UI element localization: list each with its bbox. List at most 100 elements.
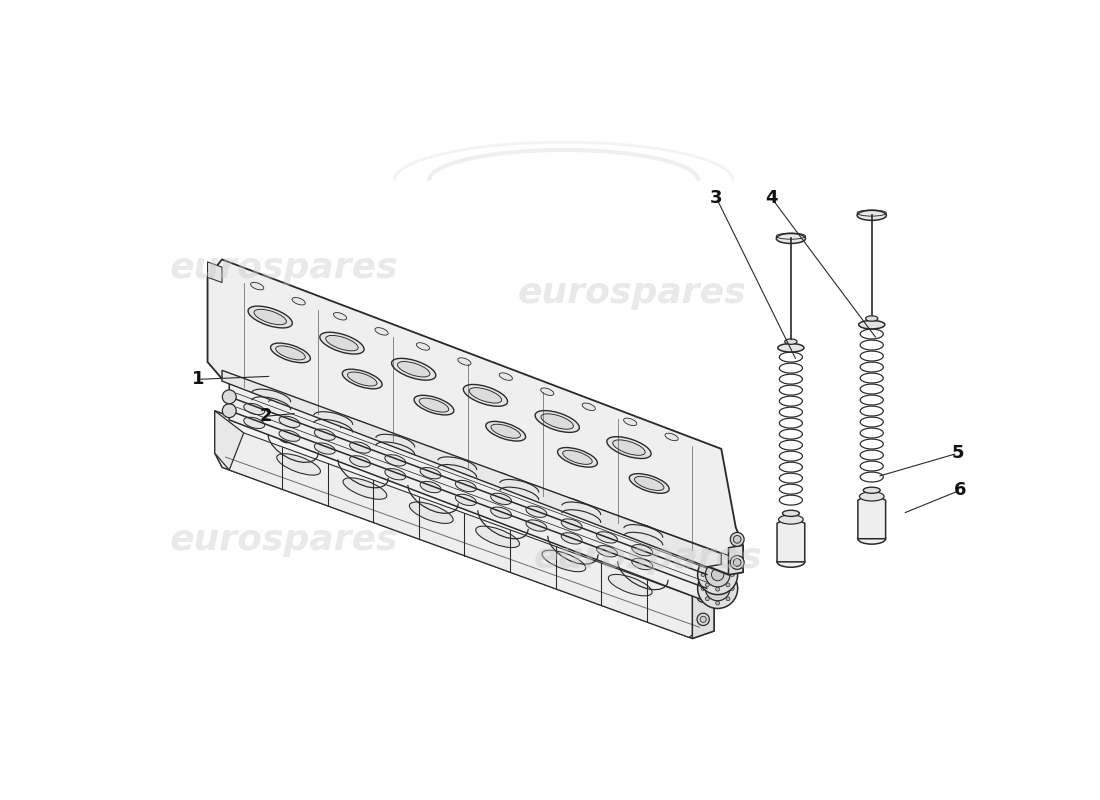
Circle shape (734, 558, 741, 566)
Ellipse shape (350, 442, 371, 453)
Ellipse shape (350, 456, 371, 467)
Ellipse shape (486, 422, 526, 441)
Circle shape (726, 576, 730, 580)
Circle shape (700, 593, 706, 599)
Ellipse shape (526, 520, 547, 531)
Ellipse shape (475, 526, 519, 547)
Ellipse shape (315, 443, 336, 454)
Circle shape (297, 414, 312, 430)
Ellipse shape (561, 533, 582, 544)
Ellipse shape (414, 395, 454, 415)
Circle shape (730, 586, 734, 590)
Text: eurospares: eurospares (169, 251, 398, 286)
Ellipse shape (333, 313, 346, 320)
Ellipse shape (417, 342, 430, 350)
Ellipse shape (777, 557, 805, 567)
Ellipse shape (385, 469, 406, 480)
Ellipse shape (491, 424, 520, 438)
Text: 4: 4 (764, 189, 778, 206)
Ellipse shape (561, 519, 582, 530)
Ellipse shape (277, 454, 320, 475)
Ellipse shape (631, 558, 652, 570)
Ellipse shape (499, 373, 513, 380)
Circle shape (697, 554, 738, 594)
Circle shape (716, 587, 719, 591)
Ellipse shape (777, 234, 805, 243)
Text: 3: 3 (710, 189, 723, 206)
Ellipse shape (582, 403, 595, 410)
Ellipse shape (864, 487, 880, 494)
Circle shape (282, 428, 293, 438)
Circle shape (222, 390, 236, 404)
Ellipse shape (419, 398, 449, 412)
Ellipse shape (558, 447, 597, 467)
Circle shape (716, 601, 719, 605)
Ellipse shape (858, 534, 886, 544)
Circle shape (730, 555, 744, 570)
Polygon shape (777, 516, 805, 562)
Ellipse shape (526, 506, 547, 518)
Ellipse shape (866, 316, 878, 322)
Ellipse shape (293, 298, 305, 305)
Ellipse shape (315, 429, 336, 440)
Text: 5: 5 (952, 444, 964, 462)
Ellipse shape (666, 433, 679, 441)
Circle shape (726, 583, 730, 587)
Ellipse shape (608, 574, 652, 596)
Ellipse shape (629, 474, 669, 494)
Circle shape (278, 424, 296, 442)
Polygon shape (692, 585, 714, 638)
Circle shape (726, 562, 730, 566)
Ellipse shape (254, 310, 286, 325)
Circle shape (726, 597, 730, 601)
Circle shape (705, 576, 710, 580)
Text: eurospares: eurospares (517, 276, 746, 310)
Ellipse shape (491, 507, 512, 518)
Ellipse shape (320, 332, 364, 354)
Polygon shape (222, 425, 707, 638)
Circle shape (697, 590, 710, 602)
Ellipse shape (385, 454, 406, 466)
Ellipse shape (596, 546, 617, 557)
Polygon shape (222, 370, 722, 566)
Text: 6: 6 (954, 482, 967, 499)
Ellipse shape (535, 410, 580, 432)
Polygon shape (208, 259, 742, 574)
Circle shape (716, 572, 719, 576)
Ellipse shape (779, 515, 803, 524)
Ellipse shape (458, 358, 471, 366)
Ellipse shape (463, 385, 507, 406)
Polygon shape (214, 411, 244, 470)
Circle shape (705, 562, 710, 566)
Ellipse shape (596, 532, 617, 543)
Ellipse shape (635, 477, 664, 490)
Ellipse shape (409, 502, 453, 523)
Polygon shape (728, 546, 743, 574)
Ellipse shape (563, 450, 592, 464)
Circle shape (701, 573, 705, 577)
Circle shape (716, 558, 719, 562)
Circle shape (712, 569, 724, 581)
Circle shape (705, 597, 710, 601)
Circle shape (705, 576, 730, 601)
Ellipse shape (541, 414, 573, 429)
Ellipse shape (455, 494, 476, 506)
Ellipse shape (491, 494, 512, 505)
Circle shape (222, 404, 236, 418)
Ellipse shape (624, 418, 637, 426)
Text: eurospares: eurospares (169, 522, 398, 557)
Ellipse shape (470, 388, 502, 403)
Polygon shape (858, 493, 886, 538)
Ellipse shape (271, 343, 310, 362)
Ellipse shape (397, 362, 430, 377)
Text: 2: 2 (260, 407, 272, 426)
Ellipse shape (343, 478, 387, 499)
Polygon shape (208, 262, 222, 282)
Ellipse shape (251, 282, 264, 290)
Text: eurospares: eurospares (535, 541, 762, 575)
Ellipse shape (613, 440, 646, 455)
Ellipse shape (375, 328, 388, 335)
Circle shape (705, 583, 710, 587)
Circle shape (700, 616, 706, 622)
Circle shape (730, 533, 744, 546)
